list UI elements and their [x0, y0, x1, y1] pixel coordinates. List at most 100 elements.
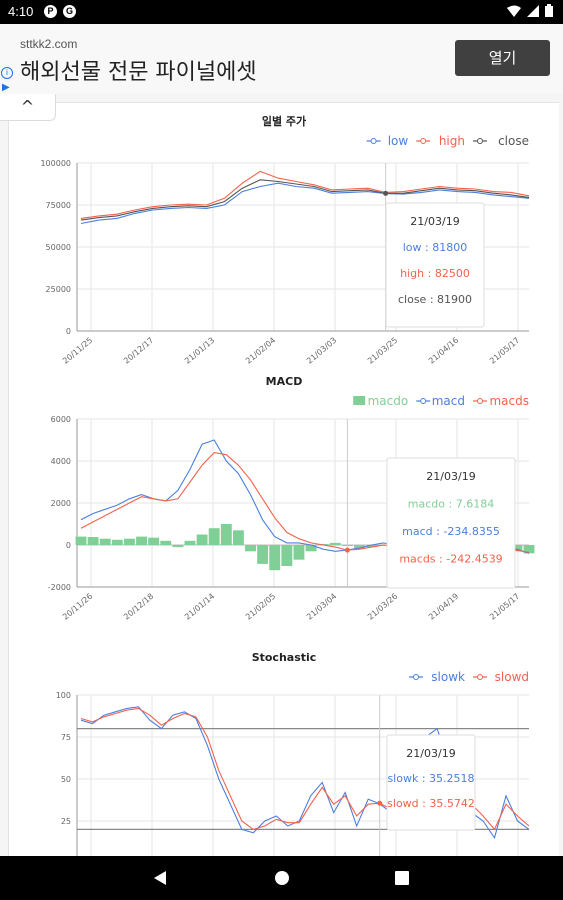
- legend-swatch: [420, 398, 427, 404]
- bar: [99, 538, 111, 545]
- x-tick-label: 21/02/04: [244, 336, 277, 366]
- legend-label: macd: [432, 394, 465, 408]
- bar: [220, 524, 232, 545]
- home-icon[interactable]: [274, 870, 290, 886]
- y-tick-label: 0: [66, 541, 71, 550]
- back-icon[interactable]: [152, 870, 168, 886]
- x-tick-label: 21/01/14: [183, 592, 216, 622]
- legend-label: close: [498, 134, 529, 148]
- tooltip-box: [386, 457, 516, 589]
- x-tick-label: 20/12/17: [122, 336, 155, 366]
- bar: [281, 545, 293, 566]
- legend-swatch: [413, 674, 419, 680]
- tooltip-text: 21/03/19: [406, 747, 455, 760]
- navigation-bar: [0, 856, 563, 900]
- x-tick-label: 20/12/18: [122, 592, 155, 622]
- ad-title[interactable]: 해외선물 전문 파이널에셋: [20, 60, 257, 85]
- recents-icon[interactable]: [395, 871, 409, 885]
- bar: [232, 530, 244, 545]
- bar: [523, 545, 535, 554]
- notification-icon: P: [44, 5, 57, 18]
- legend-swatch: [370, 138, 377, 144]
- tooltip-text: 21/03/19: [410, 215, 459, 228]
- legend-swatch: [477, 138, 483, 144]
- bar: [111, 539, 123, 545]
- x-tick-label: 21/04/19: [427, 592, 460, 622]
- y-tick-label: 2000: [51, 499, 71, 508]
- legend-label: macds: [489, 394, 529, 408]
- ad-banner[interactable]: i ▶ sttkk2.com 해외선물 전문 파이널에셋 열기: [0, 24, 563, 94]
- bar: [245, 545, 256, 552]
- legend-swatch: [477, 398, 483, 404]
- bar: [87, 537, 99, 545]
- tooltip-text: macds : -242.4539: [399, 553, 502, 566]
- crosshair-dot: [344, 547, 350, 553]
- tooltip-box: [385, 202, 485, 328]
- bar: [196, 534, 208, 545]
- legend-label: slowk: [431, 670, 465, 684]
- bar: [366, 545, 378, 548]
- tooltip-text: close : 81900: [398, 293, 472, 306]
- legend-label: slowd: [495, 670, 529, 684]
- bar: [354, 545, 365, 549]
- bar: [172, 545, 184, 548]
- tooltip-text: slowk : 35.2518: [387, 772, 474, 785]
- x-tick-label: 21/02/05: [244, 592, 277, 622]
- x-tick-label: 21/03/26: [366, 592, 399, 622]
- status-bar: 4:10 P G: [0, 0, 563, 24]
- y-tick-label: 100000: [40, 159, 71, 168]
- ad-choices-icon[interactable]: ▶: [2, 82, 10, 93]
- legend-label: macdo: [368, 394, 409, 408]
- bar: [305, 545, 317, 552]
- x-tick-label: 21/04/16: [427, 336, 460, 366]
- y-tick-label: 25000: [46, 285, 71, 294]
- y-tick-label: 25: [61, 817, 71, 826]
- tooltip-text: 21/03/19: [426, 470, 475, 483]
- collapse-button[interactable]: ^: [0, 94, 56, 121]
- bar: [257, 545, 269, 564]
- y-tick-label: 75: [61, 733, 71, 742]
- x-tick-label: 21/05/17: [488, 336, 521, 366]
- ad-open-button[interactable]: 열기: [455, 40, 550, 76]
- bar: [184, 540, 196, 545]
- y-tick-label: 6000: [51, 415, 71, 424]
- tooltip-text: slowd : 35.5742: [387, 797, 475, 810]
- bar: [123, 538, 135, 545]
- signal-icon: [527, 4, 539, 17]
- notification-icon: G: [63, 5, 76, 18]
- bar: [208, 528, 220, 545]
- bar: [160, 540, 172, 545]
- ad-domain: sttkk2.com: [20, 37, 78, 51]
- battery-icon: [545, 4, 553, 17]
- chart-title: Stochastic: [252, 651, 317, 664]
- chart-title: MACD: [266, 375, 303, 388]
- chevron-up-icon: ^: [20, 97, 35, 116]
- y-tick-label: 50: [61, 775, 71, 784]
- series-line: [80, 170, 530, 219]
- series-line: [80, 182, 530, 225]
- tooltip-text: high : 82500: [400, 267, 470, 280]
- x-tick-label: 21/03/04: [305, 592, 338, 622]
- x-tick-label: 21/05/17: [488, 592, 521, 622]
- tooltip-box: [386, 734, 476, 831]
- legend-label: low: [388, 134, 409, 148]
- charts-canvas: 일별 주가closehighlow10000075000500002500002…: [40, 114, 535, 868]
- legend-swatch: [420, 138, 427, 144]
- bar: [293, 545, 305, 560]
- bar: [148, 537, 160, 545]
- status-time: 4:10: [8, 4, 34, 19]
- x-tick-label: 20/11/26: [61, 592, 94, 622]
- y-tick-label: 50000: [46, 243, 71, 252]
- ad-info-icon[interactable]: i: [1, 67, 13, 79]
- y-tick-label: 4000: [51, 457, 71, 466]
- y-tick-label: -2000: [48, 583, 71, 592]
- tooltip-text: macdo : 7.6184: [408, 498, 494, 511]
- chart-panel: 일별 주가 close high low 100000 75000 50000 25000 0 2…: [8, 102, 559, 868]
- y-tick-label: 100: [56, 691, 71, 700]
- bar: [511, 545, 523, 552]
- bar: [136, 536, 147, 545]
- bar: [269, 545, 281, 571]
- crosshair-dot: [383, 190, 389, 196]
- crosshair-dot: [377, 800, 383, 806]
- y-tick-label: 75000: [46, 201, 71, 210]
